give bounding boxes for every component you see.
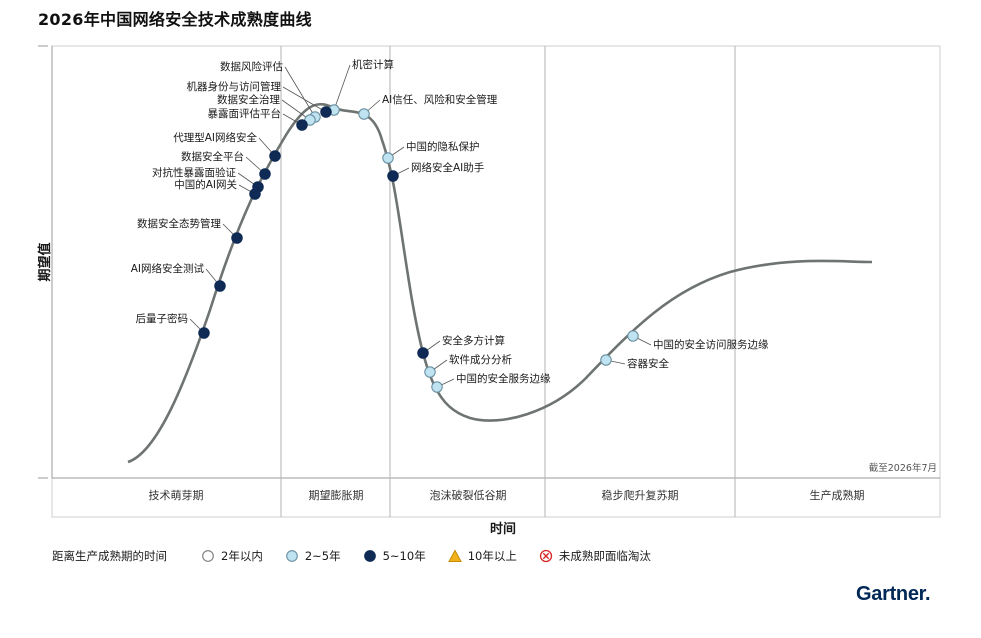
point-label-13: 数据安全态势管理 [137,217,221,230]
legend-label-lt2: 2年以内 [221,549,263,563]
point-marker-6 [296,119,308,131]
legend-item-obsolete: 未成熟即面临淘汰 [539,548,651,564]
legend-label-obsolete: 未成熟即面临淘汰 [558,549,651,563]
legend-item-5to10: 5~10年 [363,548,426,564]
phase-dividers [280,46,736,517]
y-axis-label: 期望值 [37,242,53,281]
cross-circle-icon [539,549,552,563]
point-label-1: 数据风险评估 [220,60,283,73]
legend: 距离生产成熟期的时间 2年以内 2~5年 5~10年 10年以上 未成熟即面临淘汰 [52,546,673,566]
point-marker-18 [431,381,443,393]
point-label-7: 代理型AI网络安全 [173,131,257,144]
phase-label-2: 期望膨胀期 [309,488,364,502]
point-label-17: 软件成分分析 [449,353,512,366]
point-marker-7 [269,150,281,162]
point-label-14: AI网络安全测试 [131,262,205,275]
triangle-marker-icon [447,549,462,562]
leader-line-1 [284,66,316,118]
phase-label-1: 技术萌芽期 [149,488,204,502]
phase-labels: 技术萌芽期 期望膨胀期 泡沫破裂低谷期 稳步爬升复苏期 生产成熟期 [149,488,865,502]
plot-frame [51,45,941,518]
point-marker-19 [627,330,639,342]
point-marker-13 [231,232,243,244]
brand-name: Gartner [856,583,926,605]
leader-line-3 [282,86,327,113]
circle-marker-icon [363,550,376,562]
legend-label-2to5: 2~5年 [304,549,341,563]
point-label-5: AI信任、风险和安全管理 [382,93,498,106]
legend-label-5to10: 5~10年 [382,549,426,563]
point-marker-14 [214,280,226,292]
phase-label-5: 生产成熟期 [810,488,865,502]
point-label-4: 数据安全治理 [217,93,280,106]
point-label-10: 网络安全AI助手 [411,161,484,174]
point-label-18: 中国的安全服务边缘 [456,372,551,385]
point-label-8: 中国的隐私保护 [406,140,480,153]
point-marker-16 [417,347,429,359]
legend-item-2to5: 2~5年 [285,548,341,564]
chart-title: 2026年中国网络安全技术成熟度曲线 [38,10,312,29]
point-label-15: 后量子密码 [136,312,189,325]
point-marker-3 [320,106,332,118]
point-label-3: 机器身份与访问管理 [187,80,282,93]
point-marker-12 [249,188,261,200]
point-marker-20 [600,354,612,366]
legend-title: 距离生产成熟期的时间 [52,549,167,563]
point-marker-9 [259,168,271,180]
as-of-label: 截至2026年7月 [869,462,937,474]
point-label-16: 安全多方计算 [442,334,505,347]
gartner-logo: Gartner. [856,583,931,605]
point-markers [198,104,639,393]
point-marker-5 [358,108,370,120]
point-label-2: 机密计算 [352,58,394,71]
point-marker-10 [387,170,399,182]
point-label-12: 中国的AI网关 [174,178,237,191]
circle-marker-icon [285,550,298,562]
legend-item-gt10: 10年以上 [447,548,517,564]
phase-label-3: 泡沫破裂低谷期 [430,488,507,502]
point-marker-8 [382,152,394,164]
legend-label-gt10: 10年以上 [467,549,517,563]
point-label-11: 对抗性暴露面验证 [152,166,236,179]
leader-line-2 [333,64,351,111]
circle-marker-icon [202,550,214,562]
point-marker-15 [198,327,210,339]
point-label-6: 暴露面评估平台 [208,107,282,120]
point-marker-17 [424,366,436,378]
legend-item-lt2: 2年以内 [201,548,263,564]
phase-label-4: 稳步爬升复苏期 [602,488,679,502]
point-label-9: 数据安全平台 [181,150,244,163]
x-axis-label: 时间 [490,521,516,537]
point-label-19: 中国的安全访问服务边缘 [653,338,769,351]
point-label-20: 容器安全 [627,357,669,370]
